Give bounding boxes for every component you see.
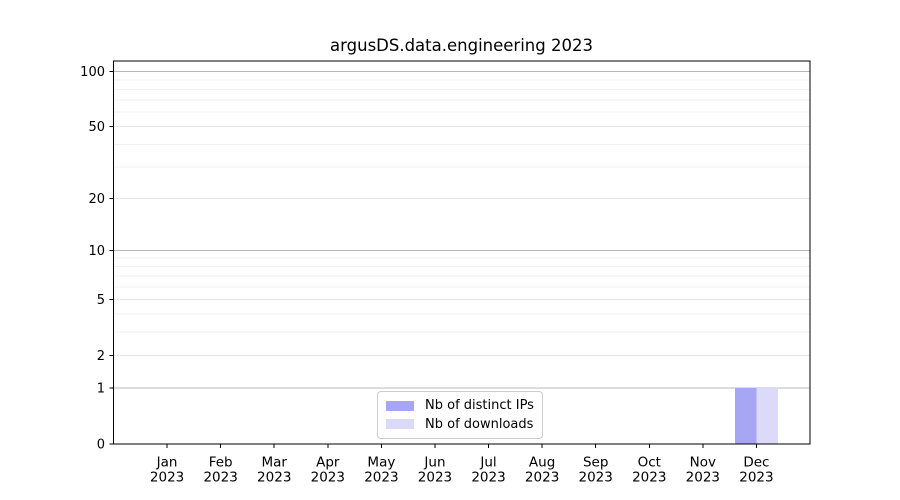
legend-label-distinct-ips: Nb of distinct IPs [425, 398, 534, 414]
y-tick-label: 50 [88, 120, 105, 135]
x-tick-label-year: 2023 [525, 470, 559, 486]
x-tick-label-month: Jul [479, 455, 496, 471]
chart-title: argusDS.data.engineering 2023 [330, 36, 593, 55]
x-tick-label-month: Apr [316, 455, 340, 471]
legend: Nb of distinct IPs Nb of downloads [377, 391, 543, 439]
x-tick-label-year: 2023 [579, 470, 613, 486]
y-tick-label: 20 [88, 192, 105, 207]
y-tick-label: 1 [97, 382, 105, 397]
bar-nb-of-distinct-ips-dec [734, 388, 757, 444]
legend-item-downloads: Nb of downloads [386, 417, 534, 432]
legend-swatch-downloads [386, 419, 414, 430]
x-tick-label-month: Nov [690, 455, 716, 471]
x-tick-label-year: 2023 [150, 470, 184, 486]
y-tick-label: 0 [97, 438, 105, 453]
y-tick-label: 10 [88, 244, 105, 259]
x-tick-label-month: May [367, 455, 395, 471]
legend-label-downloads: Nb of downloads [425, 416, 534, 432]
x-tick-label-month: Jan [156, 455, 178, 471]
x-tick-label-month: Sep [583, 455, 608, 471]
bar-nb-of-downloads-dec [756, 388, 778, 444]
legend-swatch-distinct-ips [386, 400, 414, 411]
x-tick-label-year: 2023 [364, 470, 398, 486]
x-tick-label-year: 2023 [311, 470, 345, 486]
plot-border [113, 60, 811, 445]
x-tick-label-month: Dec [743, 455, 769, 471]
x-tick-label-year: 2023 [686, 470, 720, 486]
x-tick-label-year: 2023 [471, 470, 505, 486]
x-tick-label-month: Jun [423, 455, 445, 471]
x-tick-label-month: Feb [209, 455, 233, 471]
x-tick-label-year: 2023 [632, 470, 666, 486]
x-tick-label-year: 2023 [203, 470, 237, 486]
x-tick-label-month: Oct [638, 455, 661, 471]
x-tick-label-year: 2023 [739, 470, 773, 486]
y-tick-label: 100 [80, 65, 105, 80]
y-tick-label: 5 [97, 293, 105, 308]
x-tick-label-year: 2023 [257, 470, 291, 486]
x-tick-label-year: 2023 [418, 470, 452, 486]
legend-item-distinct-ips: Nb of distinct IPs [386, 398, 534, 413]
x-tick-label-month: Aug [529, 455, 555, 471]
x-tick-label-month: Mar [261, 455, 287, 471]
y-tick-label: 2 [97, 349, 105, 364]
